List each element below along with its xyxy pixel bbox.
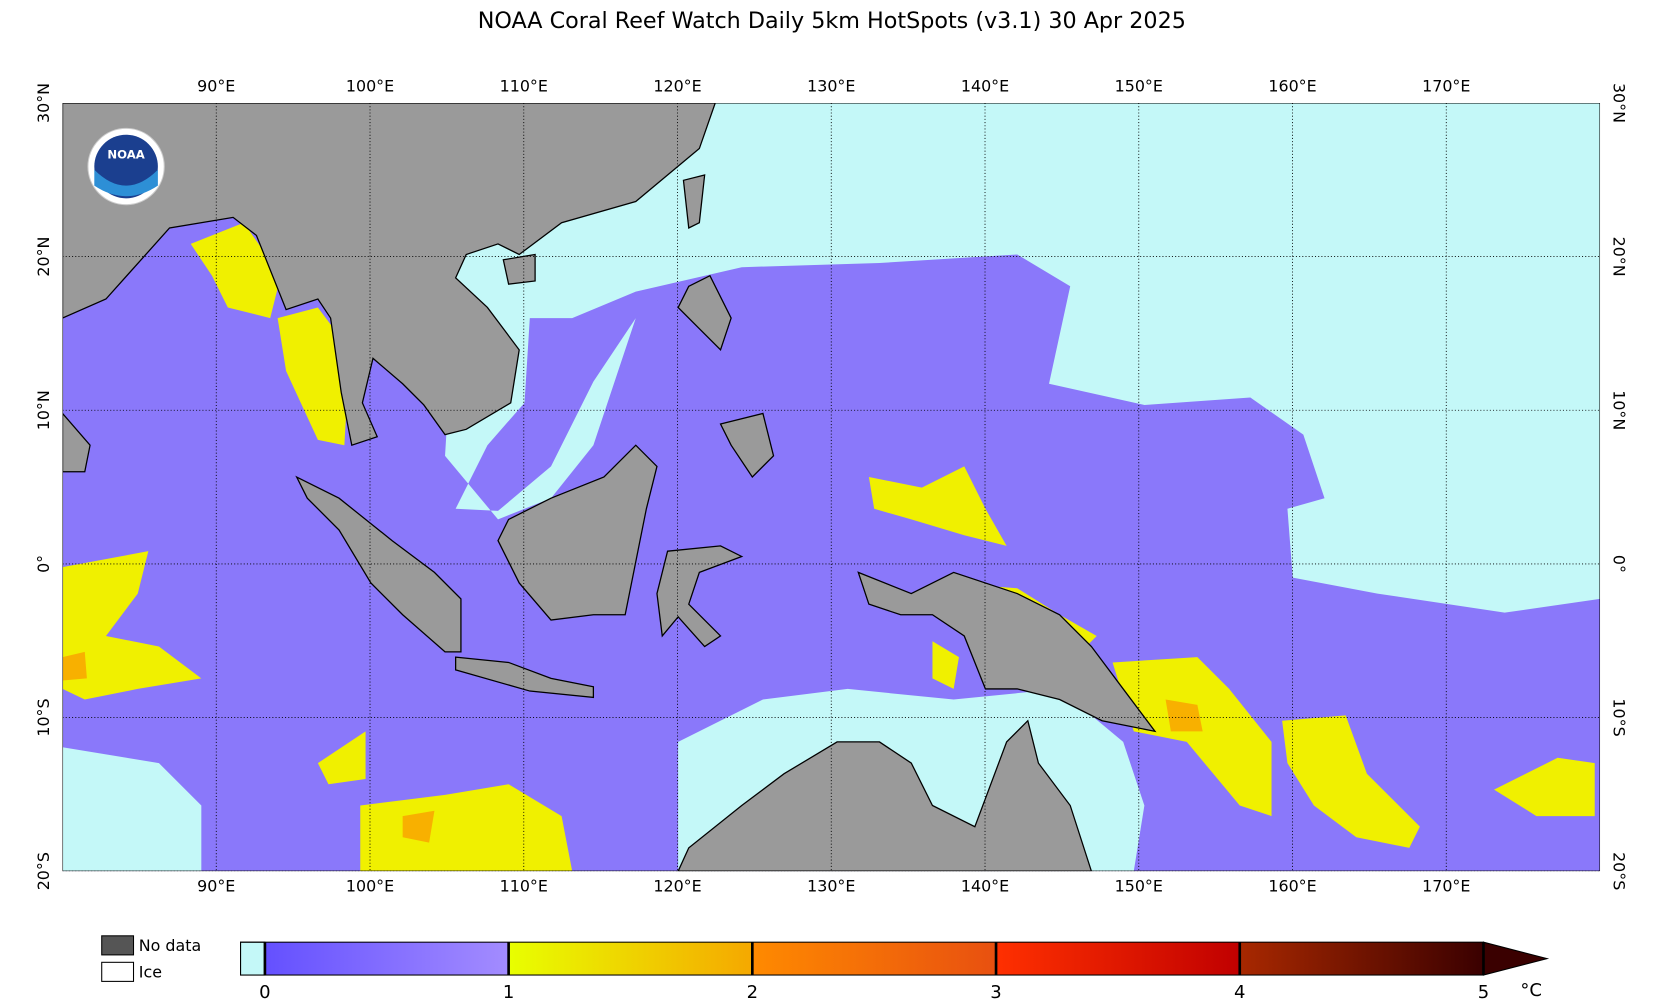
colorbar-band — [752, 942, 997, 976]
lat-label: 10°N — [1610, 390, 1629, 430]
land — [656, 545, 744, 648]
lon-label: 160°E — [1268, 77, 1316, 96]
lon-label: 160°E — [1268, 877, 1316, 896]
land — [497, 444, 658, 621]
lon-label: 90°E — [197, 77, 235, 96]
lon-label: 170°E — [1422, 77, 1470, 96]
colorbar-tick-label: 4 — [1234, 982, 1245, 1003]
lat-label: 10°S — [34, 698, 53, 736]
lon-label: 90°E — [197, 877, 235, 896]
lon-label: 120°E — [653, 77, 701, 96]
lon-label: 130°E — [807, 877, 855, 896]
lat-label: 20°N — [1610, 237, 1629, 277]
lon-label: 100°E — [346, 77, 394, 96]
hotspots — [62, 222, 1595, 872]
lat-label: 0° — [34, 555, 53, 573]
land — [677, 274, 732, 352]
land — [62, 412, 91, 473]
lon-label: 140°E — [961, 877, 1009, 896]
colorbar: 0 1 2 3 4 5 °C — [240, 941, 1550, 1003]
colorbar-band — [996, 942, 1240, 976]
lat-label: 20°S — [1610, 852, 1629, 890]
lat-label: 30°N — [1610, 83, 1629, 123]
colorbar-unit: °C — [1520, 980, 1542, 1001]
ice-swatch — [101, 961, 135, 982]
colorbar-arrow — [1482, 941, 1550, 976]
map-title: NOAA Coral Reef Watch Daily 5km HotSpots… — [478, 8, 1186, 34]
land — [295, 475, 462, 653]
lon-label: 150°E — [1115, 877, 1163, 896]
lat-label: 10°N — [34, 390, 53, 430]
ice-swatch — [240, 941, 266, 976]
colorbar-tick-label: 0 — [259, 982, 270, 1003]
map — [62, 102, 1601, 872]
legend-label: No data — [139, 936, 201, 955]
lat-label: 0° — [1610, 555, 1629, 573]
lon-label: 140°E — [961, 77, 1009, 96]
no-data-swatch — [101, 935, 135, 956]
ice-region — [445, 102, 1601, 613]
lon-label: 120°E — [653, 877, 701, 896]
lat-label: 30°N — [34, 83, 53, 123]
colorbar-tick-label: 1 — [503, 982, 514, 1003]
lon-label: 150°E — [1115, 77, 1163, 96]
lat-label: 20°N — [34, 237, 53, 277]
lat-label: 20°S — [34, 852, 53, 890]
colorbar-tick-label: 3 — [990, 982, 1001, 1003]
land — [719, 412, 775, 479]
colorbar-tick-label: 5 — [1478, 982, 1489, 1003]
land — [62, 102, 716, 447]
grid — [62, 102, 1601, 872]
lon-label: 110°E — [500, 77, 548, 96]
lon-label: 100°E — [346, 877, 394, 896]
land — [677, 719, 1093, 872]
colorbar-band — [508, 942, 753, 976]
lon-label: 170°E — [1422, 877, 1470, 896]
lon-label: 110°E — [500, 877, 548, 896]
land — [502, 253, 536, 285]
colorbar-band — [264, 942, 509, 976]
land — [857, 571, 1157, 733]
logo-text: NOAA — [107, 147, 144, 161]
land — [454, 656, 595, 699]
legend-label: Ice — [139, 962, 162, 981]
colorbar-band — [1239, 942, 1484, 976]
noaa-logo: NOAA — [87, 127, 165, 206]
ice-region — [62, 747, 202, 872]
lat-label: 10°S — [1610, 698, 1629, 736]
colorbar-tick-label: 2 — [747, 982, 758, 1003]
lon-label: 130°E — [807, 77, 855, 96]
land — [682, 174, 706, 229]
